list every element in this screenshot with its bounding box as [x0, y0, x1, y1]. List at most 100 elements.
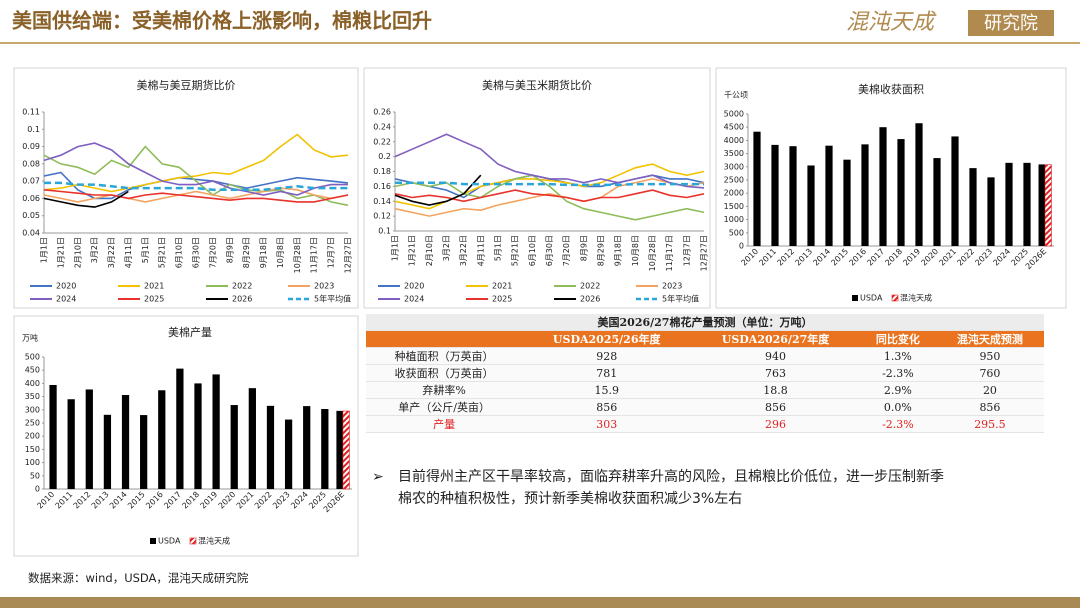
- x-tick-label: 2016: [144, 490, 165, 511]
- bar: [771, 144, 779, 246]
- chart-title: 美棉与美豆期货比价: [137, 78, 236, 92]
- table-cell: 0.0%: [859, 398, 936, 416]
- x-tick-label: 6月10日: [175, 237, 184, 268]
- table-cell: 弃耕率%: [366, 381, 523, 399]
- table-row: 收获面积（万英亩） 781 763 -2.3% 760: [366, 364, 1044, 382]
- series-line: [43, 189, 349, 203]
- series-line: [44, 181, 348, 192]
- bar: [897, 139, 905, 246]
- bar: [843, 159, 851, 246]
- y-tick-label: 4000: [724, 136, 744, 145]
- chart-title: 美棉收获面积: [858, 82, 924, 96]
- legend-label: 2022: [580, 282, 600, 291]
- x-tick-label: 5月21日: [158, 237, 167, 268]
- table-cell: -2.3%: [859, 364, 936, 382]
- x-tick-label: 3月2日: [442, 235, 451, 261]
- x-tick-label: 9月18日: [259, 237, 268, 268]
- y-tick-label: 5000: [724, 110, 744, 119]
- table-cell: 收获面积（万英亩）: [366, 364, 523, 382]
- table-cell: 950: [935, 347, 1044, 365]
- table-row: 产量 303 296 -2.3% 295.5: [366, 415, 1044, 433]
- legend-label: 2023: [662, 282, 682, 291]
- panel: [13, 315, 359, 557]
- bar: [1023, 162, 1031, 246]
- table-cell: 种植面积（万英亩）: [366, 347, 523, 365]
- logo: 混沌天成: [846, 10, 937, 35]
- legend-label: 混沌天成: [198, 536, 230, 546]
- panel: [363, 67, 711, 309]
- y-tick-label: 0.22: [373, 137, 391, 146]
- x-tick-label: 12月27日: [344, 237, 353, 273]
- y-tick-label: 1500: [724, 202, 744, 211]
- x-tick-label: 10月8日: [631, 235, 640, 266]
- y-tick-label: 0: [739, 242, 744, 251]
- x-tick-label: 3月2日: [90, 237, 99, 263]
- x-tick-label: 3月22日: [107, 237, 116, 268]
- table-cell: 781: [522, 364, 692, 382]
- x-tick-label: 2019: [901, 247, 922, 268]
- x-tick-label: 12月7日: [682, 235, 691, 266]
- bar: [951, 136, 959, 246]
- table-title: 美国2026/27棉花产量预测（单位：万吨）: [366, 314, 1044, 331]
- table-cell: 18.8: [691, 381, 860, 399]
- x-tick-label: 1月1日: [40, 237, 49, 263]
- x-tick-label: 2月10日: [73, 237, 82, 268]
- header-cell: 同比变化: [859, 330, 936, 348]
- legend-label: 2026: [232, 295, 252, 304]
- x-tick-label: 8月29日: [597, 235, 606, 266]
- bar: [321, 409, 329, 489]
- y-tick-label: 0.14: [373, 197, 391, 206]
- table-cell: 760: [935, 364, 1044, 382]
- series-line: [395, 181, 704, 187]
- x-tick-label: 10月28日: [648, 235, 657, 271]
- y-tick-label: 0.1: [378, 227, 391, 236]
- y-tick-label: 2000: [724, 189, 744, 198]
- x-tick-label: 1月21日: [408, 235, 417, 266]
- x-tick-label: 5月21日: [511, 235, 520, 266]
- x-tick-label: 2026E: [1024, 247, 1048, 271]
- y-tick-label: 1000: [724, 215, 744, 224]
- y-tick-label: 0.18: [373, 167, 391, 176]
- x-tick-label: 2017: [865, 247, 886, 268]
- x-tick-label: 10月28日: [293, 237, 302, 273]
- x-tick-label: 2012: [775, 247, 796, 268]
- table-row: 单产（公斤/英亩） 856 856 0.0% 856: [366, 398, 1044, 416]
- series-line: [43, 187, 349, 203]
- x-tick-label: 2024: [991, 247, 1012, 268]
- legend-swatch: [891, 294, 899, 302]
- x-tick-label: 7月20日: [208, 237, 217, 268]
- x-tick-label: 12月7日: [327, 237, 336, 268]
- table-cell: 856: [935, 398, 1044, 416]
- bar: [230, 405, 238, 489]
- bar: [969, 168, 977, 246]
- table-cell: 296: [691, 415, 860, 433]
- legend-swatch: [852, 295, 858, 301]
- bar: [248, 388, 256, 489]
- bullet-text: 目前得州主产区干旱率较高，面临弃耕率升高的风险，且棉粮比价低位，进一步压制新季棉…: [398, 469, 944, 507]
- bar: [1038, 164, 1045, 246]
- bar: [987, 177, 995, 246]
- bar: [1005, 162, 1013, 246]
- y-tick-label: 150: [25, 445, 40, 454]
- legend-label: 2025: [144, 295, 164, 304]
- bar: [303, 406, 311, 489]
- y-tick-label: 0.24: [373, 122, 391, 131]
- table-header: USDA2025/26年度 USDA2026/27年度 同比变化 混沌天成预测: [366, 330, 1044, 348]
- header-rule: [0, 42, 1080, 44]
- forecast-table: 美国2026/27棉花产量预测（单位：万吨） USDA2025/26年度 USDA…: [366, 314, 1044, 433]
- x-tick-label: 7月20日: [562, 235, 571, 266]
- y-tick-label: 0.1: [27, 125, 40, 134]
- x-tick-label: 8月9日: [579, 235, 588, 261]
- x-tick-label: 2022: [253, 490, 274, 511]
- legend-label: 2020: [404, 282, 424, 291]
- x-tick-label: 2015: [829, 247, 850, 268]
- x-tick-label: 8月29日: [242, 237, 251, 268]
- y-tick-label: 0.04: [22, 229, 40, 238]
- x-tick-label: 2013: [793, 247, 814, 268]
- table-cell: -2.3%: [859, 415, 936, 433]
- x-tick-label: 2012: [72, 490, 93, 511]
- x-tick-label: 10月8日: [276, 237, 285, 268]
- x-tick-label: 9月18日: [614, 235, 623, 266]
- y-axis-label: 千公顷: [724, 90, 748, 100]
